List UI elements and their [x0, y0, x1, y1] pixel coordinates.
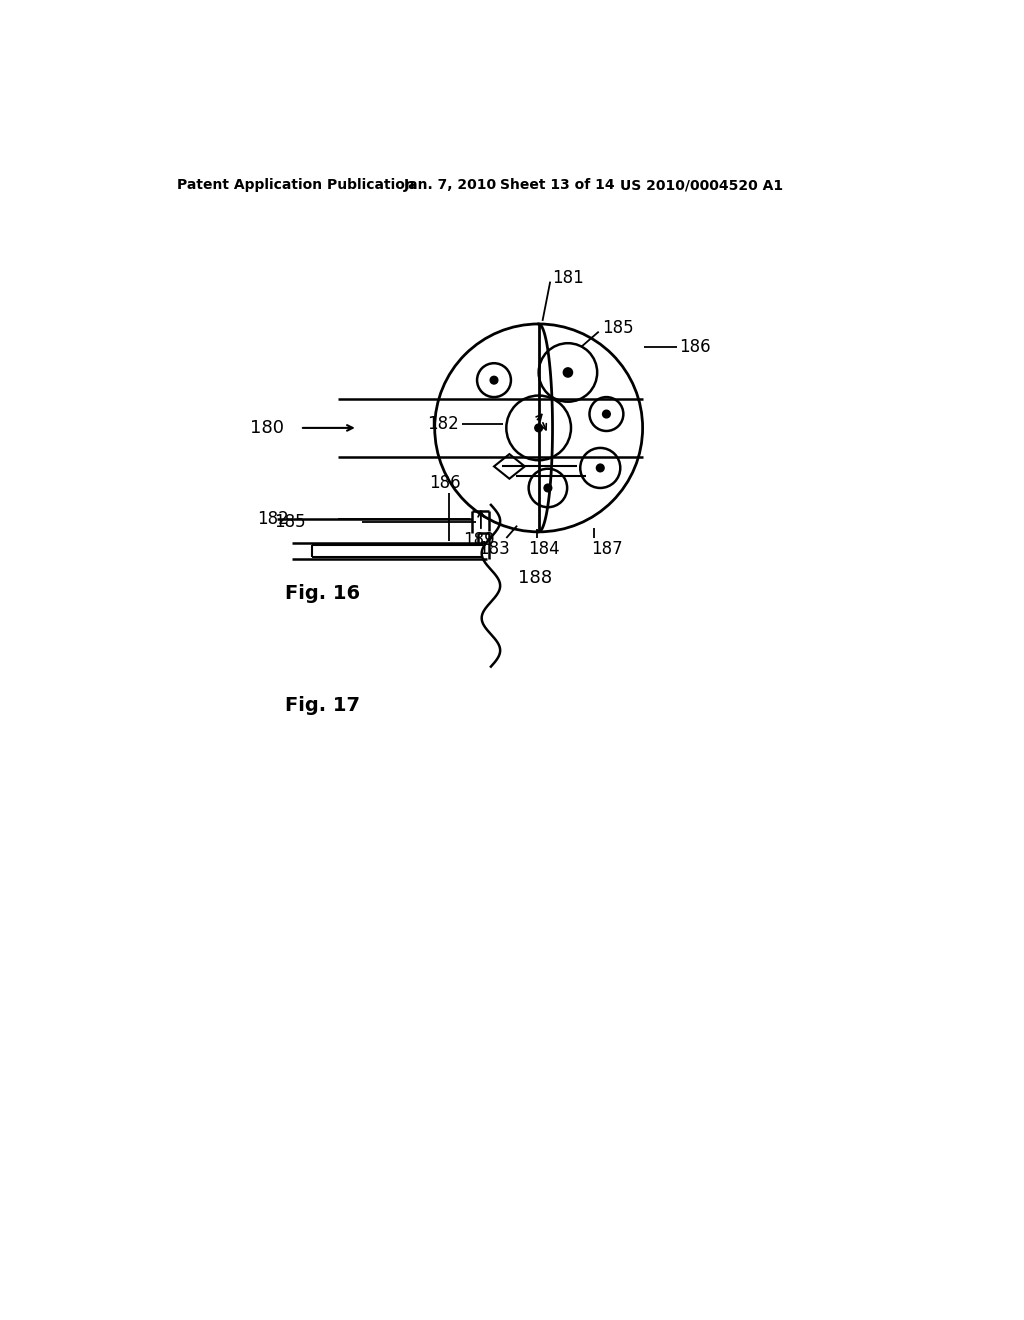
Text: 186: 186	[680, 338, 712, 356]
Circle shape	[544, 484, 552, 492]
Text: Patent Application Publication: Patent Application Publication	[177, 178, 415, 193]
Text: 189: 189	[464, 532, 496, 549]
Circle shape	[563, 368, 572, 378]
Text: US 2010/0004520 A1: US 2010/0004520 A1	[620, 178, 782, 193]
Circle shape	[602, 411, 610, 418]
Text: 180: 180	[250, 418, 284, 437]
Text: 182: 182	[427, 414, 459, 433]
Text: 185: 185	[274, 513, 306, 531]
Text: 182: 182	[257, 510, 289, 528]
Text: Jan. 7, 2010: Jan. 7, 2010	[403, 178, 497, 193]
Text: Fig. 16: Fig. 16	[285, 583, 359, 603]
Text: Fig. 17: Fig. 17	[285, 696, 359, 714]
Text: 183: 183	[478, 540, 510, 558]
Text: 186: 186	[429, 474, 461, 492]
Text: 181: 181	[553, 269, 585, 286]
Circle shape	[596, 465, 604, 471]
Text: 188: 188	[518, 569, 552, 587]
Text: 184: 184	[528, 540, 559, 558]
Text: 187: 187	[591, 540, 623, 558]
Circle shape	[535, 424, 543, 432]
Text: 185: 185	[602, 319, 634, 337]
Circle shape	[490, 376, 498, 384]
Text: Sheet 13 of 14: Sheet 13 of 14	[500, 178, 614, 193]
